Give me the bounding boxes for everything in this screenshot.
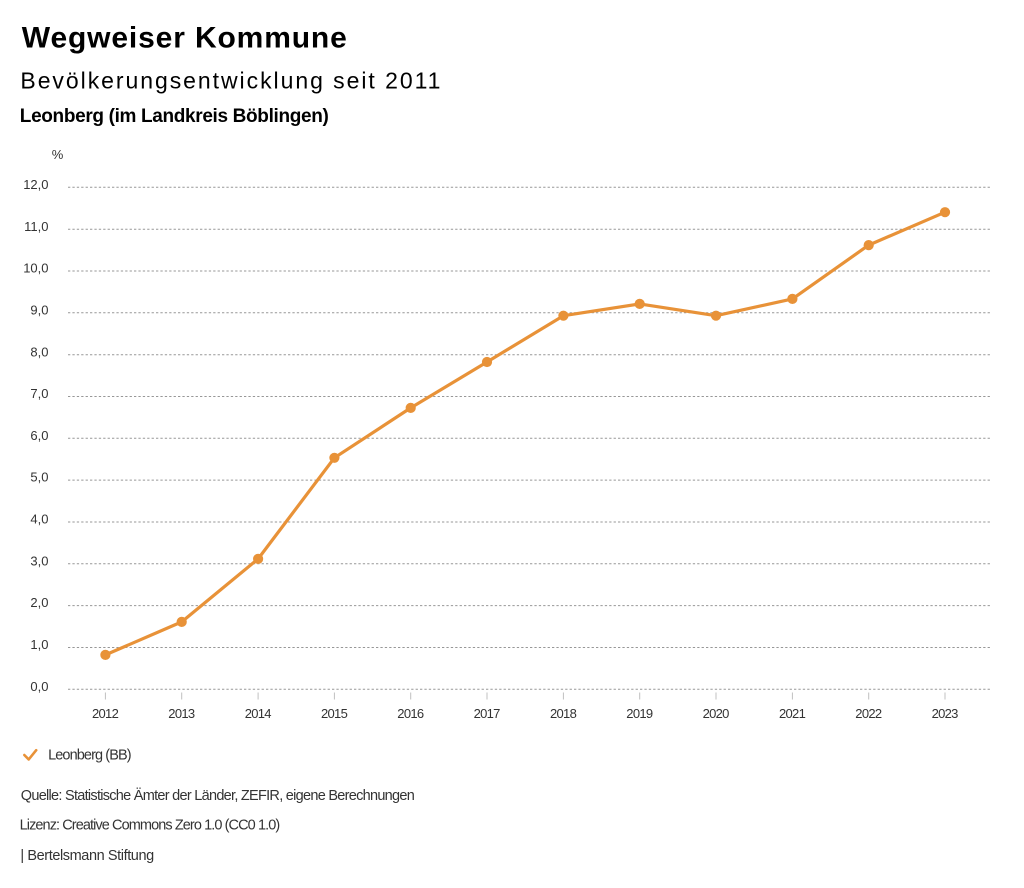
svg-text:10,0: 10,0 (23, 261, 48, 276)
svg-text:2017: 2017 (474, 706, 501, 721)
svg-text:Wegweiser Kommune: Wegweiser Kommune (22, 21, 347, 54)
svg-text:12,0: 12,0 (23, 177, 48, 192)
svg-text:2016: 2016 (397, 706, 424, 721)
svg-text:2023: 2023 (932, 706, 959, 721)
svg-text:2019: 2019 (626, 706, 653, 721)
svg-text:2013: 2013 (168, 706, 195, 721)
svg-text:Bevölkerungsentwicklung seit 2: Bevölkerungsentwicklung seit 2011 (20, 67, 440, 93)
svg-text:2018: 2018 (550, 706, 577, 721)
svg-text:| Bertelsmann Stiftung: | Bertelsmann Stiftung (20, 848, 154, 864)
svg-text:3,0: 3,0 (30, 553, 48, 568)
svg-text:2020: 2020 (703, 706, 730, 721)
svg-text:Lizenz: Creative Commons Zero: Lizenz: Creative Commons Zero 1.0 (CC0 1… (20, 817, 281, 833)
svg-text:2022: 2022 (855, 706, 882, 721)
svg-text:2014: 2014 (245, 706, 272, 721)
svg-text:1,0: 1,0 (30, 637, 48, 652)
svg-text:5,0: 5,0 (30, 470, 48, 485)
svg-text:0,0: 0,0 (30, 679, 48, 694)
svg-text:Quelle: Statistische Ämter der: Quelle: Statistische Ämter der Länder, Z… (21, 787, 415, 804)
svg-text:11,0: 11,0 (24, 219, 48, 234)
svg-text:Leonberg (BB): Leonberg (BB) (48, 748, 132, 764)
svg-text:2,0: 2,0 (30, 595, 48, 610)
svg-text:Leonberg (im Landkreis Böbling: Leonberg (im Landkreis Böblingen) (20, 106, 329, 127)
svg-text:2015: 2015 (321, 706, 348, 721)
svg-text:%: % (52, 147, 64, 162)
svg-text:7,0: 7,0 (30, 386, 48, 401)
svg-text:2012: 2012 (92, 706, 119, 721)
svg-text:2021: 2021 (779, 706, 806, 721)
svg-text:8,0: 8,0 (30, 344, 48, 359)
svg-text:4,0: 4,0 (30, 512, 48, 527)
svg-text:9,0: 9,0 (30, 302, 48, 317)
svg-text:6,0: 6,0 (30, 428, 48, 443)
